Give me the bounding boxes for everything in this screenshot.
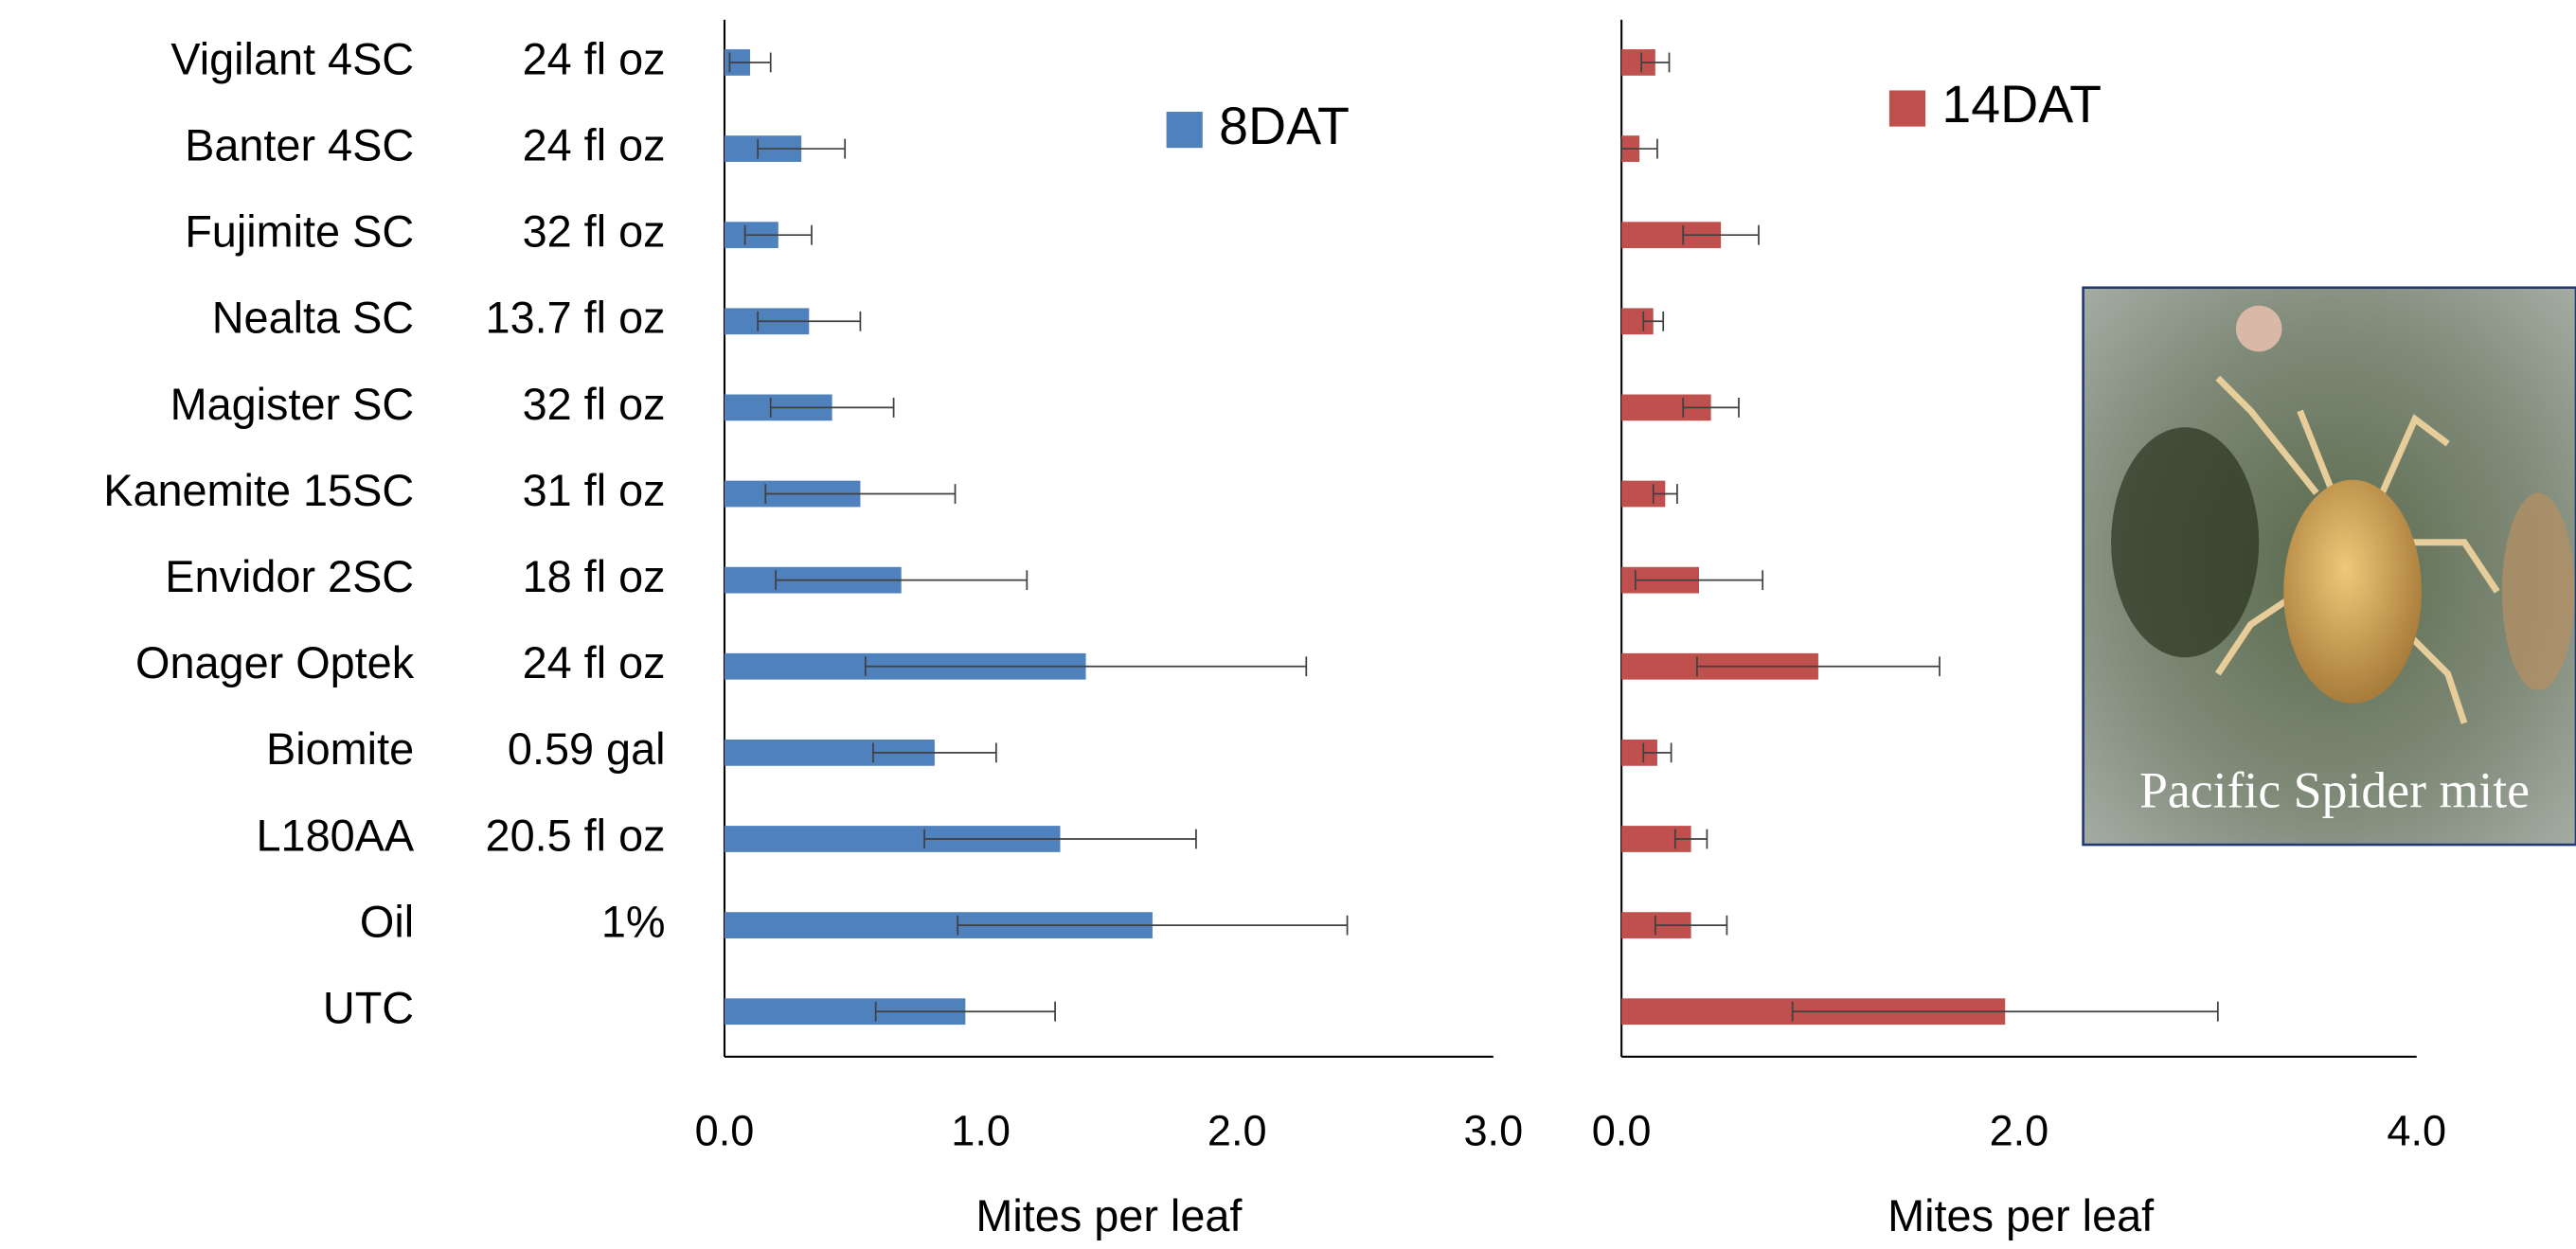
category-label: Onager Optek bbox=[135, 638, 415, 687]
dose-label: 31 fl oz bbox=[523, 466, 666, 515]
legend-swatch bbox=[1167, 112, 1203, 148]
category-label: Kanemite 15SC bbox=[103, 466, 414, 515]
dose-label: 1% bbox=[601, 897, 666, 946]
dose-label: 24 fl oz bbox=[523, 34, 666, 83]
x-tick-label: 0.0 bbox=[1592, 1106, 1652, 1154]
photo-caption: Pacific Spider mite bbox=[2139, 761, 2530, 818]
x-tick-label: 2.0 bbox=[1208, 1106, 1267, 1154]
dose-label: 32 fl oz bbox=[523, 207, 666, 257]
category-label: Oil bbox=[360, 897, 414, 946]
dose-label: 24 fl oz bbox=[523, 638, 666, 687]
x-tick-label: 1.0 bbox=[951, 1106, 1011, 1154]
category-label: Banter 4SC bbox=[185, 120, 414, 170]
category-label: Vigilant 4SC bbox=[170, 34, 414, 83]
category-label: L180AA bbox=[257, 811, 415, 860]
category-label: Fujimite SC bbox=[185, 207, 414, 257]
dose-label: 32 fl oz bbox=[523, 380, 666, 429]
x-tick-label: 4.0 bbox=[2387, 1106, 2446, 1154]
x-tick-label: 2.0 bbox=[1990, 1106, 2049, 1154]
category-label: Magister SC bbox=[170, 380, 415, 429]
legend-label: 8DAT bbox=[1219, 97, 1350, 155]
photo: Pacific Spider mite bbox=[2084, 288, 2576, 845]
category-label: Biomite bbox=[266, 724, 414, 774]
dose-label: 18 fl oz bbox=[523, 552, 666, 601]
dose-label: 13.7 fl oz bbox=[486, 294, 666, 343]
category-label: UTC bbox=[323, 984, 414, 1033]
x-tick-label: 3.0 bbox=[1463, 1106, 1523, 1154]
category-label: Envidor 2SC bbox=[165, 552, 414, 601]
figure: 0.0 1.0 2.0 3.0 Mites per leaf Vigilant 4SC 24… bbox=[0, 0, 2576, 1249]
x-axis-label: Mites per leaf bbox=[1887, 1191, 2155, 1240]
x-tick-label: 0.0 bbox=[695, 1106, 755, 1154]
legend-swatch bbox=[1889, 90, 1925, 126]
category-label: Nealta SC bbox=[212, 294, 414, 343]
legend-label: 14DAT bbox=[1941, 75, 2102, 134]
x-axis-label: Mites per leaf bbox=[975, 1191, 1243, 1240]
dose-label: 20.5 fl oz bbox=[486, 811, 666, 860]
dose-label: 24 fl oz bbox=[523, 120, 666, 170]
dose-label: 0.59 gal bbox=[508, 724, 666, 774]
